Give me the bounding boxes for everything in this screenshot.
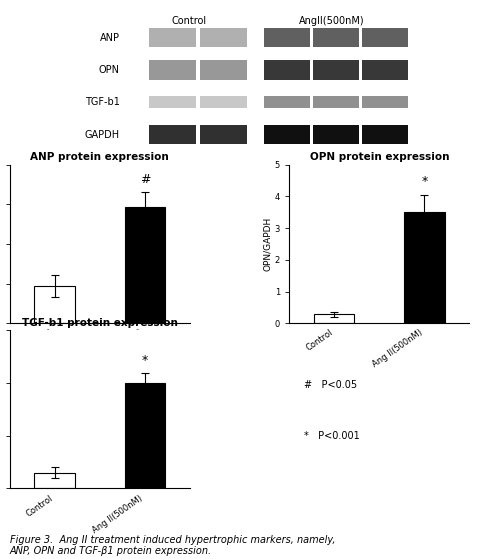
Title: OPN protein expression: OPN protein expression bbox=[309, 153, 449, 163]
Bar bbox=[363, 60, 408, 79]
Bar bbox=[264, 28, 310, 47]
Text: ANP: ANP bbox=[100, 32, 120, 42]
Title: TGF-b1 protein expression: TGF-b1 protein expression bbox=[22, 318, 178, 328]
Text: Figure 3.  Ang II treatment induced hypertrophic markers, namely,
ANP, OPN and T: Figure 3. Ang II treatment induced hyper… bbox=[10, 534, 335, 556]
Bar bbox=[200, 125, 247, 144]
Bar bbox=[363, 96, 408, 108]
Text: #   P<0.05: # P<0.05 bbox=[304, 380, 357, 390]
Bar bbox=[149, 60, 196, 79]
Bar bbox=[313, 96, 359, 108]
Bar bbox=[264, 96, 310, 108]
Title: ANP protein expression: ANP protein expression bbox=[30, 153, 169, 163]
Text: *: * bbox=[142, 354, 148, 367]
Text: #: # bbox=[139, 173, 150, 186]
Bar bbox=[200, 96, 247, 108]
Bar bbox=[149, 125, 196, 144]
Bar bbox=[149, 28, 196, 47]
Text: OPN: OPN bbox=[99, 65, 120, 75]
Bar bbox=[313, 125, 359, 144]
Bar bbox=[363, 28, 408, 47]
Bar bbox=[200, 60, 247, 79]
Bar bbox=[125, 207, 165, 323]
Bar bbox=[313, 28, 359, 47]
Bar bbox=[149, 96, 196, 108]
Bar bbox=[404, 212, 445, 323]
Bar bbox=[314, 314, 354, 323]
Text: TGF-b1: TGF-b1 bbox=[85, 97, 120, 107]
Bar bbox=[264, 125, 310, 144]
Text: *   P<0.001: * P<0.001 bbox=[304, 431, 359, 441]
Text: Control: Control bbox=[171, 16, 206, 26]
Bar bbox=[34, 286, 75, 323]
Text: AngII(500nM): AngII(500nM) bbox=[298, 16, 365, 26]
Bar bbox=[313, 60, 359, 79]
Text: *: * bbox=[421, 176, 427, 188]
Bar bbox=[200, 28, 247, 47]
Bar bbox=[264, 60, 310, 79]
Bar bbox=[34, 472, 75, 489]
Bar bbox=[363, 125, 408, 144]
Y-axis label: OPN/GAPDH: OPN/GAPDH bbox=[263, 217, 272, 271]
Bar bbox=[125, 383, 165, 489]
Text: GAPDH: GAPDH bbox=[85, 130, 120, 140]
